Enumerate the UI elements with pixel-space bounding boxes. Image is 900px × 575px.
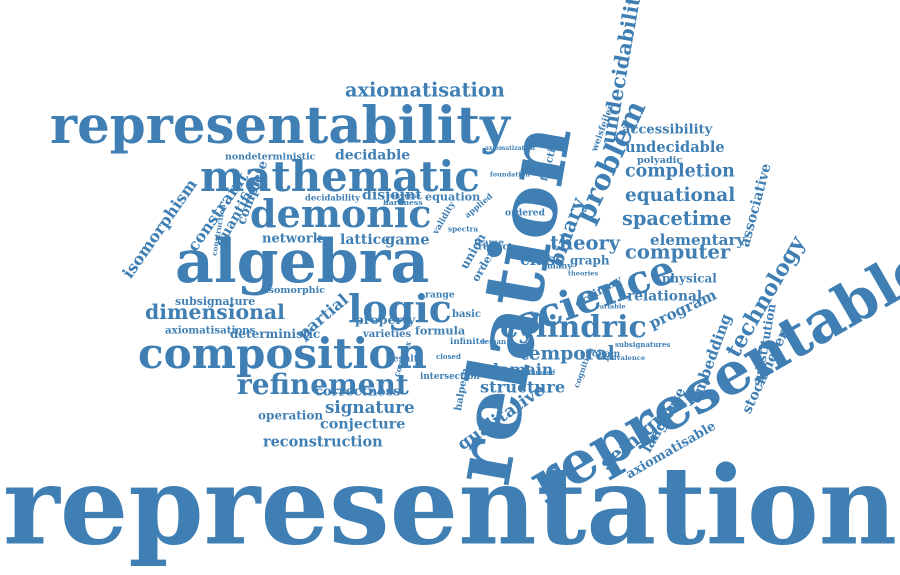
word-demonic: demonic	[250, 191, 432, 236]
word-range: range	[425, 289, 455, 300]
word-equivalence: equivalence	[600, 353, 646, 362]
word-property: property	[355, 313, 416, 328]
word-axiomatisations: axiomatisations	[165, 324, 256, 337]
word-refinement: refinement	[237, 368, 409, 401]
word-computer: computer	[625, 239, 731, 264]
word-ordered: ordered	[505, 208, 545, 219]
word-equation: equation	[425, 191, 481, 205]
word-axiomatization: axiomatization	[485, 144, 536, 152]
word-frame: frame	[474, 238, 504, 249]
word-nondeterministic: nondeterministic	[225, 152, 316, 163]
word-reconstruction: reconstruction	[263, 433, 383, 451]
word-correctness: correctness	[315, 384, 401, 400]
word-varieties: varieties	[363, 329, 412, 340]
word-colour: colour	[515, 252, 550, 263]
word-elementary: elementary	[650, 231, 746, 249]
word-disjoint: disjoint	[362, 186, 422, 203]
word-spectra: spectra	[448, 224, 479, 234]
word-many: many	[547, 262, 573, 272]
word-subsignatures: subsignatures	[615, 340, 671, 349]
word-converse: converse	[386, 191, 421, 200]
word-graph: graph	[570, 253, 610, 268]
word-operation: operation	[258, 408, 324, 423]
word-undecidable: undecidable	[625, 138, 725, 156]
word-theory: theory	[550, 231, 621, 255]
word-conjecture: conjecture	[320, 415, 406, 433]
word-representability: representability	[50, 95, 510, 157]
word-accessibility: accessibility	[622, 121, 713, 137]
word-completion: completion	[625, 159, 735, 181]
word-signature: signature	[325, 398, 415, 418]
word-decidability: decidability	[305, 194, 360, 204]
word-domain: domain	[488, 361, 554, 380]
word-deterministic: deterministic	[230, 327, 321, 341]
word-physical: physical	[662, 271, 717, 286]
word-variable: variable	[596, 302, 626, 311]
word-class: class	[520, 250, 565, 269]
word-infinite: infinite	[450, 337, 486, 347]
word-result: result	[388, 354, 418, 365]
word-unbounded: unbounded	[515, 368, 556, 377]
word-axiomatisation: axiomatisation	[345, 78, 505, 102]
word-basic: basic	[452, 309, 481, 320]
word-equational: equational	[625, 184, 736, 206]
word-foundation: foundation	[490, 170, 530, 179]
word-shoham: shoham	[580, 348, 621, 359]
word-logic: logic	[348, 286, 452, 331]
word-temporal: temporal	[520, 342, 615, 365]
word-cylindric: cylindric	[500, 310, 647, 345]
word-relational: relational	[627, 288, 703, 305]
word-mathematic: mathematic	[200, 152, 480, 201]
word-structure: structure	[480, 378, 566, 398]
word-polyadic: polyadic	[637, 154, 683, 166]
word-decidable: decidable	[335, 146, 411, 163]
word-spacetime: spacetime	[622, 206, 732, 230]
word-intersection: intersection	[420, 372, 480, 382]
word-closed: closed	[436, 352, 461, 361]
word-representation: representation	[3, 441, 898, 569]
word-associative: associative	[737, 161, 775, 249]
word-algebra: algebra	[175, 227, 430, 297]
word-composition: composition	[138, 329, 427, 378]
word-formula: formula	[415, 324, 466, 338]
word-hardness: hardness	[383, 199, 423, 208]
word-isomorphic: isomorphic	[265, 284, 326, 296]
word-network: network	[262, 230, 322, 246]
word-theories: theories	[568, 269, 599, 278]
word-leman: leman	[482, 337, 507, 346]
word-game: game	[385, 231, 430, 249]
word-lattice: lattice	[340, 232, 391, 248]
word-subsignature: subsignature	[175, 295, 256, 308]
word-dimensional: dimensional	[145, 299, 285, 325]
word-reduct: reduct	[478, 242, 513, 253]
